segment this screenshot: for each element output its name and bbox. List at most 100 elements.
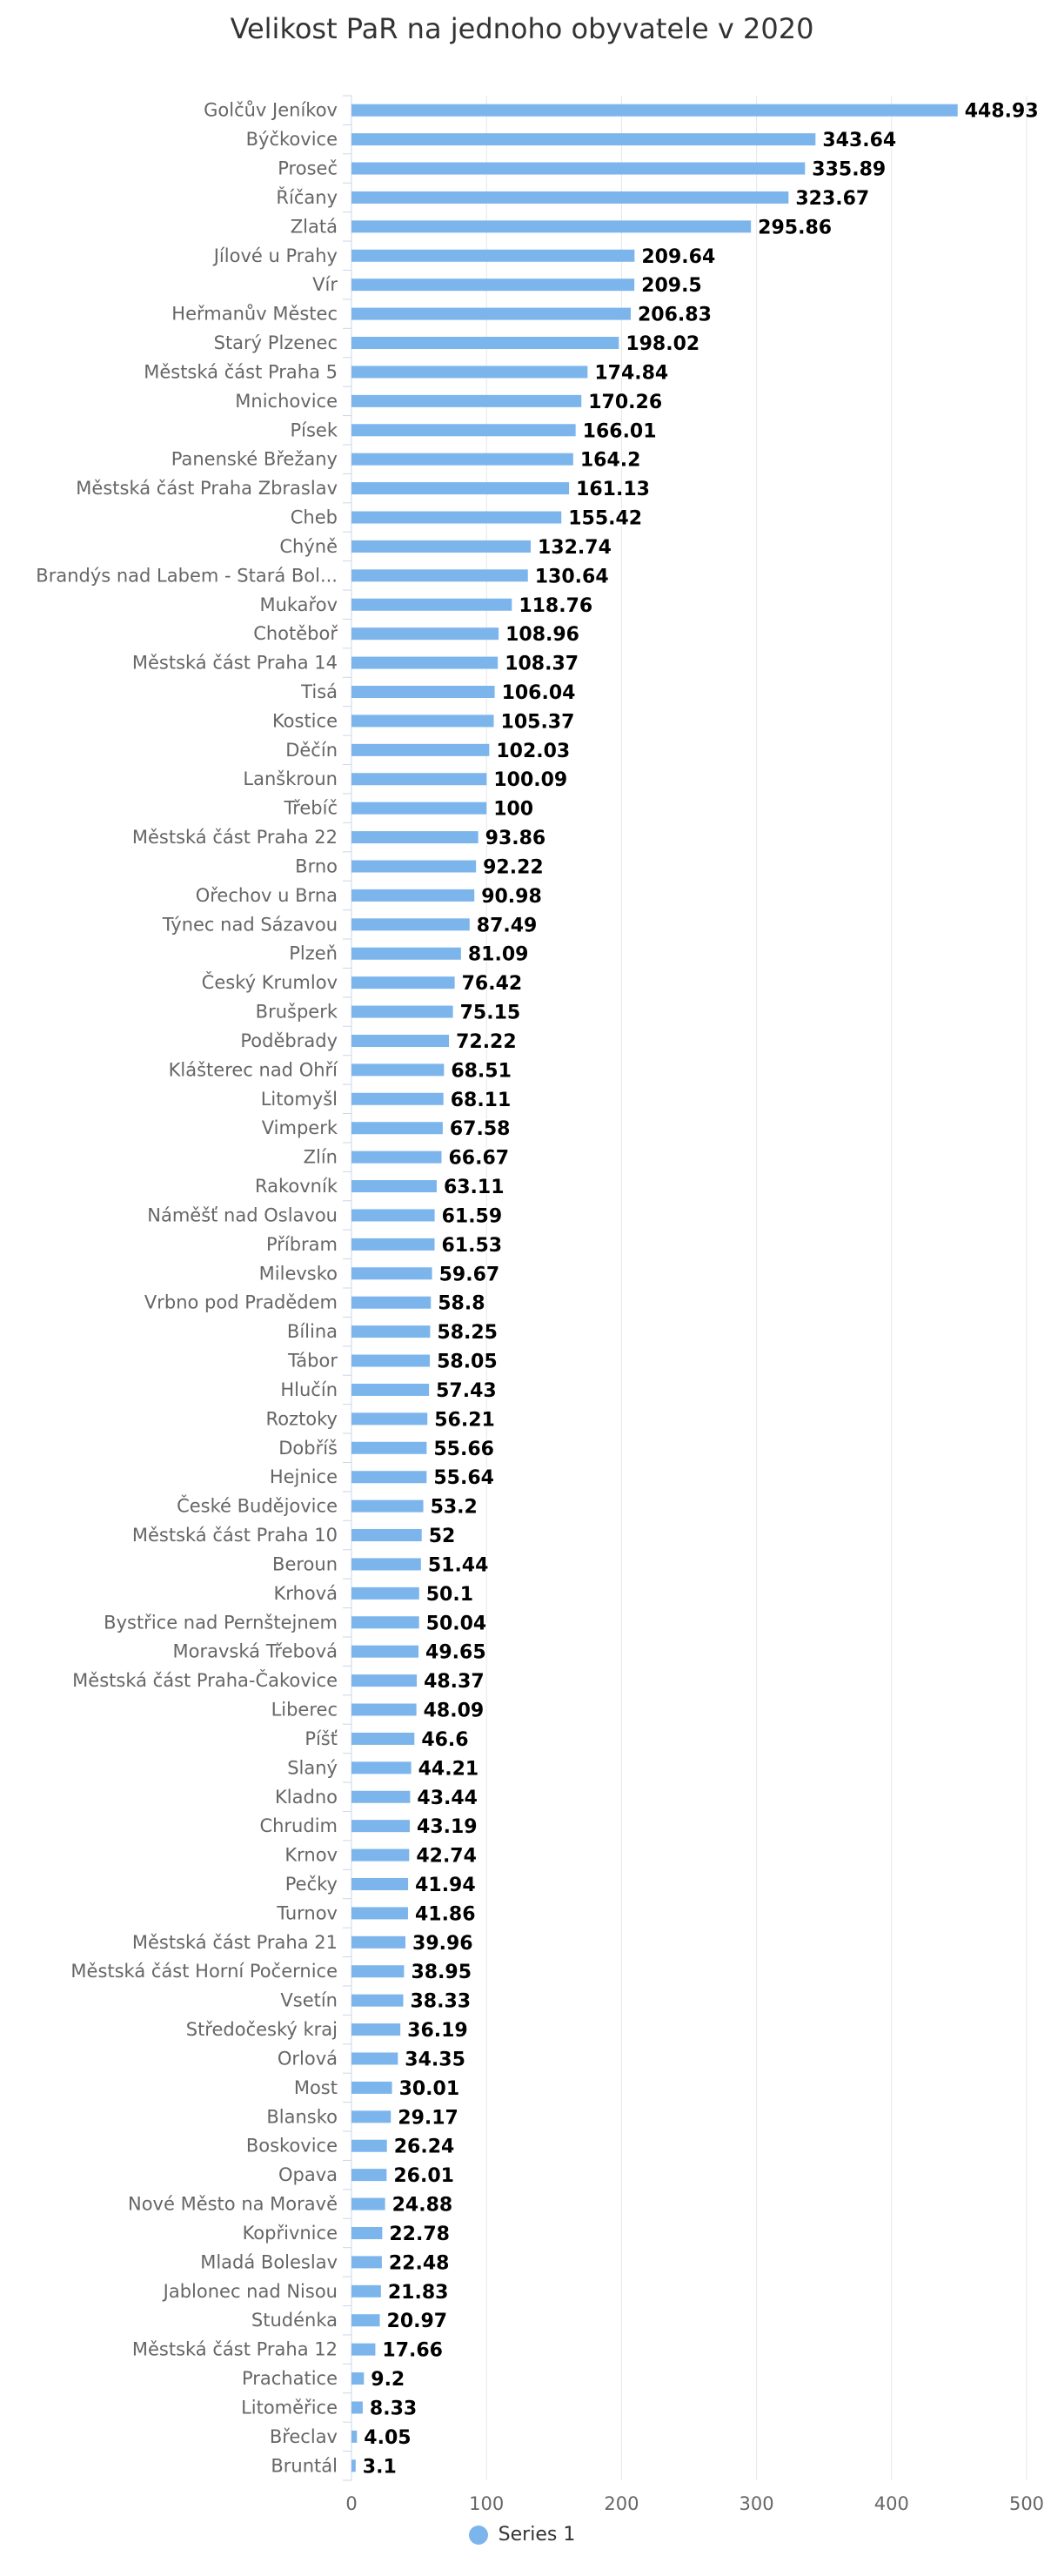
bar[interactable] <box>351 2197 385 2210</box>
bar[interactable] <box>351 1965 405 1978</box>
bar[interactable] <box>351 278 635 292</box>
bar[interactable] <box>351 1994 404 2007</box>
category-label: Slaný <box>287 1757 338 1778</box>
bar[interactable] <box>351 2430 358 2443</box>
bar[interactable] <box>351 1412 428 1426</box>
bar[interactable] <box>351 2314 380 2327</box>
bar[interactable] <box>351 686 495 698</box>
bar[interactable] <box>351 1471 427 1484</box>
bar[interactable] <box>351 889 475 902</box>
bar[interactable] <box>351 1645 419 1658</box>
bar[interactable] <box>351 947 461 960</box>
bar[interactable] <box>351 366 588 379</box>
bar[interactable] <box>351 569 528 582</box>
bar[interactable] <box>351 627 499 641</box>
bar[interactable] <box>351 2052 398 2065</box>
bar[interactable] <box>351 1180 437 1193</box>
bar[interactable] <box>351 1761 412 1774</box>
bar[interactable] <box>351 1092 444 1105</box>
bar[interactable] <box>351 482 570 495</box>
bar[interactable] <box>351 2459 356 2472</box>
category-label: Vsetín <box>280 1990 338 2011</box>
bar[interactable] <box>351 1674 418 1687</box>
bar[interactable] <box>351 191 789 204</box>
bar[interactable] <box>351 1558 421 1571</box>
bar[interactable] <box>351 2169 387 2182</box>
bar[interactable] <box>351 1441 427 1454</box>
bar[interactable] <box>351 1732 415 1745</box>
category-label: Cheb <box>291 507 338 528</box>
bar[interactable] <box>351 743 490 756</box>
bar[interactable] <box>351 2023 401 2036</box>
legend-label[interactable]: Series 1 <box>498 2524 576 2546</box>
bar[interactable] <box>351 860 477 873</box>
bar[interactable] <box>351 918 470 931</box>
bar[interactable] <box>351 540 532 553</box>
bar[interactable] <box>351 1878 409 1890</box>
x-tick-label: 100 <box>469 2493 504 2514</box>
bar[interactable] <box>351 773 487 786</box>
category-label: Opava <box>278 2164 338 2185</box>
category-label: Břeclav <box>270 2426 338 2447</box>
bar[interactable] <box>351 656 499 669</box>
bar[interactable] <box>351 1150 442 1164</box>
bar[interactable] <box>351 2343 376 2356</box>
bar[interactable] <box>351 394 582 407</box>
bar[interactable] <box>351 714 494 728</box>
bar[interactable] <box>351 598 512 611</box>
bar[interactable] <box>351 1703 417 1716</box>
bar[interactable] <box>351 1122 443 1135</box>
bar[interactable] <box>351 1935 406 1949</box>
legend[interactable]: Series 1 <box>0 2524 1044 2546</box>
bar[interactable] <box>351 831 478 844</box>
bar[interactable] <box>351 249 635 262</box>
bar[interactable] <box>351 424 576 437</box>
bar[interactable] <box>351 1325 431 1338</box>
bar[interactable] <box>351 1296 432 1309</box>
data-label: 41.94 <box>415 1875 476 1896</box>
category-label: Zlín <box>304 1147 338 1168</box>
bar[interactable] <box>351 2139 387 2152</box>
bar[interactable] <box>351 1063 445 1077</box>
bar[interactable] <box>351 1005 453 1018</box>
bar[interactable] <box>351 1238 435 1251</box>
bar[interactable] <box>351 133 816 146</box>
bar[interactable] <box>351 453 573 466</box>
bar[interactable] <box>351 1209 435 1222</box>
bar[interactable] <box>351 1587 419 1600</box>
bar[interactable] <box>351 2110 392 2123</box>
bar[interactable] <box>351 2256 382 2269</box>
category-label: Litomyšl <box>261 1089 338 1110</box>
bar[interactable] <box>351 1848 410 1862</box>
bar[interactable] <box>351 337 619 350</box>
category-label: Hlučín <box>280 1379 338 1400</box>
bar[interactable] <box>351 1529 422 1542</box>
bar[interactable] <box>351 2372 365 2385</box>
data-label: 53.2 <box>431 1497 478 1519</box>
bar[interactable] <box>351 976 455 989</box>
data-label: 34.35 <box>405 2049 465 2070</box>
bar[interactable] <box>351 511 562 524</box>
bar[interactable] <box>351 220 752 233</box>
bar[interactable] <box>351 2226 383 2239</box>
category-label: Starý Plzenec <box>214 332 338 353</box>
bar[interactable] <box>351 104 958 117</box>
bar[interactable] <box>351 1790 411 1803</box>
bar[interactable] <box>351 1499 424 1513</box>
bar[interactable] <box>351 1354 431 1367</box>
bar[interactable] <box>351 802 487 815</box>
bar[interactable] <box>351 2081 392 2094</box>
bar[interactable] <box>351 1616 419 1629</box>
bar[interactable] <box>351 1267 432 1280</box>
data-label: 48.37 <box>424 1671 485 1693</box>
bar[interactable] <box>351 1034 450 1047</box>
bar[interactable] <box>351 1820 411 1833</box>
bar[interactable] <box>351 2401 363 2414</box>
bar[interactable] <box>351 1383 430 1396</box>
category-label: Městská část Praha 5 <box>144 361 338 382</box>
bar[interactable] <box>351 307 632 320</box>
data-label: 30.01 <box>399 2078 460 2100</box>
bar[interactable] <box>351 2284 381 2298</box>
bar[interactable] <box>351 1907 408 1920</box>
bar[interactable] <box>351 162 806 175</box>
